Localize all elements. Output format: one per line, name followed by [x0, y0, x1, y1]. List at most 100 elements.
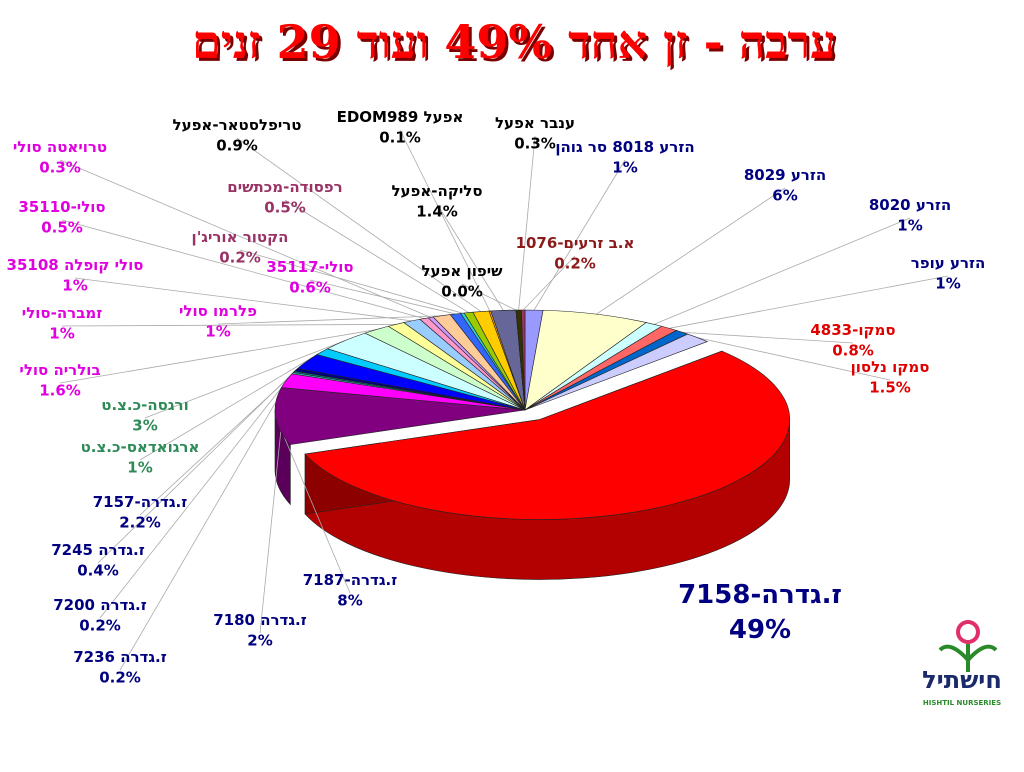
slice-value: 0.4% — [77, 561, 119, 579]
slice-value: 6% — [772, 186, 797, 204]
leader-line — [239, 249, 463, 314]
slice-label: הקטור אוריג'ן — [192, 228, 289, 246]
slice-label: סליקה-אפעל — [391, 182, 482, 200]
logo-name: חישתיל — [922, 666, 1002, 694]
logo-tagline: HISHTIL NURSERIES — [923, 699, 1001, 707]
slice-value: 3% — [132, 416, 157, 434]
slice-value: 1% — [127, 458, 152, 476]
logo: חישתיל HISHTIL NURSERIES — [922, 620, 1002, 707]
leader-line — [284, 199, 469, 313]
slice-label: הזרע 8020 — [869, 196, 951, 214]
slice-label: סמקו-4833 — [810, 321, 895, 339]
slice-label: ענבר אפעל — [495, 114, 575, 132]
leader-line — [522, 255, 576, 311]
leader-line — [74, 277, 412, 322]
leader-line — [596, 187, 786, 315]
leader-line — [59, 159, 431, 318]
slice-value: 0.9% — [216, 136, 258, 154]
leader-line — [217, 315, 442, 325]
slice — [524, 309, 647, 411]
slice-value: 0.6% — [289, 278, 331, 296]
leader-line — [119, 372, 293, 671]
leader-line — [61, 219, 425, 319]
slice — [524, 333, 709, 411]
slice-value: 1.4% — [416, 202, 458, 220]
slice-value: 1.5% — [869, 378, 911, 396]
leader-line — [139, 351, 323, 461]
logo-stem — [938, 644, 998, 672]
slice-label: ז.גדרה-7157 — [93, 493, 188, 511]
slice-value: 8% — [337, 591, 362, 609]
slice-label: ז.גדרה-7158 — [678, 580, 842, 610]
leader-line — [236, 137, 482, 312]
slice — [304, 350, 790, 520]
leader-line — [144, 340, 346, 419]
slice-value: 0.0% — [441, 282, 483, 300]
slice-value: 1% — [62, 276, 87, 294]
leader-line — [461, 283, 517, 311]
slice-value: 0.5% — [41, 218, 83, 236]
slice-label: שיפון אפעל — [421, 262, 503, 280]
leader-line — [275, 416, 351, 594]
slice-value: 0.1% — [379, 128, 421, 146]
slice-label: טרויאטה סולי — [13, 138, 107, 156]
slice-label: רפסודה-מכתשים — [227, 178, 342, 196]
leader-line — [697, 337, 891, 381]
slice-label: ארגואדאס-כ.צ.ט — [81, 438, 200, 456]
leader-line — [61, 323, 396, 327]
slice-label: EDOM989 אפעל — [337, 108, 464, 126]
slice-label: הזרע עופר — [911, 254, 986, 272]
slice-value: 1% — [897, 216, 922, 234]
slice-label: א.ב זרעים-1076 — [516, 234, 635, 252]
slice-value: 0.8% — [832, 341, 874, 359]
slice-label: סמקו נלסון — [851, 358, 930, 376]
slice-label: ז.גדרה 7236 — [73, 648, 167, 666]
leader-line — [669, 275, 949, 329]
leader-line — [399, 129, 491, 312]
logo-flower — [956, 620, 980, 644]
slice-label: סולי-35110 — [18, 198, 105, 216]
slice-label: ז.גדרה-7187 — [303, 571, 398, 589]
slice-label: סולי קופלה 35108 — [7, 256, 144, 274]
leader-line — [682, 331, 854, 344]
slice — [521, 309, 526, 411]
slice — [274, 387, 526, 445]
leader-line — [653, 217, 911, 325]
slice-value: 1% — [49, 324, 74, 342]
labels: הזרע 8018 סר גוהן 1% הזרע 8029 6% הזרע 8020 1… — [7, 108, 986, 686]
slice-value: 0.3% — [514, 134, 556, 152]
slice-value: 1.6% — [39, 381, 81, 399]
slice-label: הזרע 8029 — [744, 166, 826, 184]
chart-title-shadow: ערבה - זן אחד 49% ועוד 29 זנים — [195, 18, 839, 72]
slice-label: פלרמו סולי — [179, 302, 257, 320]
slice-label: ז.גדרה 7245 — [51, 541, 145, 559]
slice-label: טריפלסטאר-אפעל — [173, 116, 302, 134]
leader-line — [518, 135, 536, 311]
slice-value: 1% — [205, 322, 230, 340]
slice-label: ורגסה-כ.צ.ט — [101, 396, 188, 414]
leader-line — [533, 159, 626, 311]
slice-label: הזרע 8018 סר גוהן — [555, 138, 694, 156]
leader-line — [99, 371, 295, 619]
slice-label: בולריה סולי — [19, 361, 100, 379]
slice-value: 0.2% — [219, 248, 261, 266]
slice-value: 0.5% — [264, 198, 306, 216]
slice-value: 0.2% — [79, 616, 121, 634]
leader-line — [139, 361, 307, 516]
slice-value: 2.2% — [119, 513, 161, 531]
pie-tops — [274, 309, 790, 520]
slice-value: 0.2% — [99, 668, 141, 686]
leader-line — [59, 329, 377, 384]
leader-line — [309, 279, 456, 315]
slice-value: 2% — [247, 631, 272, 649]
leader-line — [436, 203, 504, 311]
slice-label: ז.גדרה 7200 — [53, 596, 147, 614]
slice-value: 0.2% — [554, 254, 596, 272]
slice-label: ז.גדרה 7180 — [213, 611, 307, 629]
slice-label: זמברה-סולי — [22, 304, 102, 322]
slice-value: 49% — [729, 615, 791, 645]
slice-value: 1% — [935, 274, 960, 292]
slice-value: 1% — [612, 158, 637, 176]
chart-title: ערבה - זן אחד 49% ועוד 29 זנים — [192, 15, 836, 69]
